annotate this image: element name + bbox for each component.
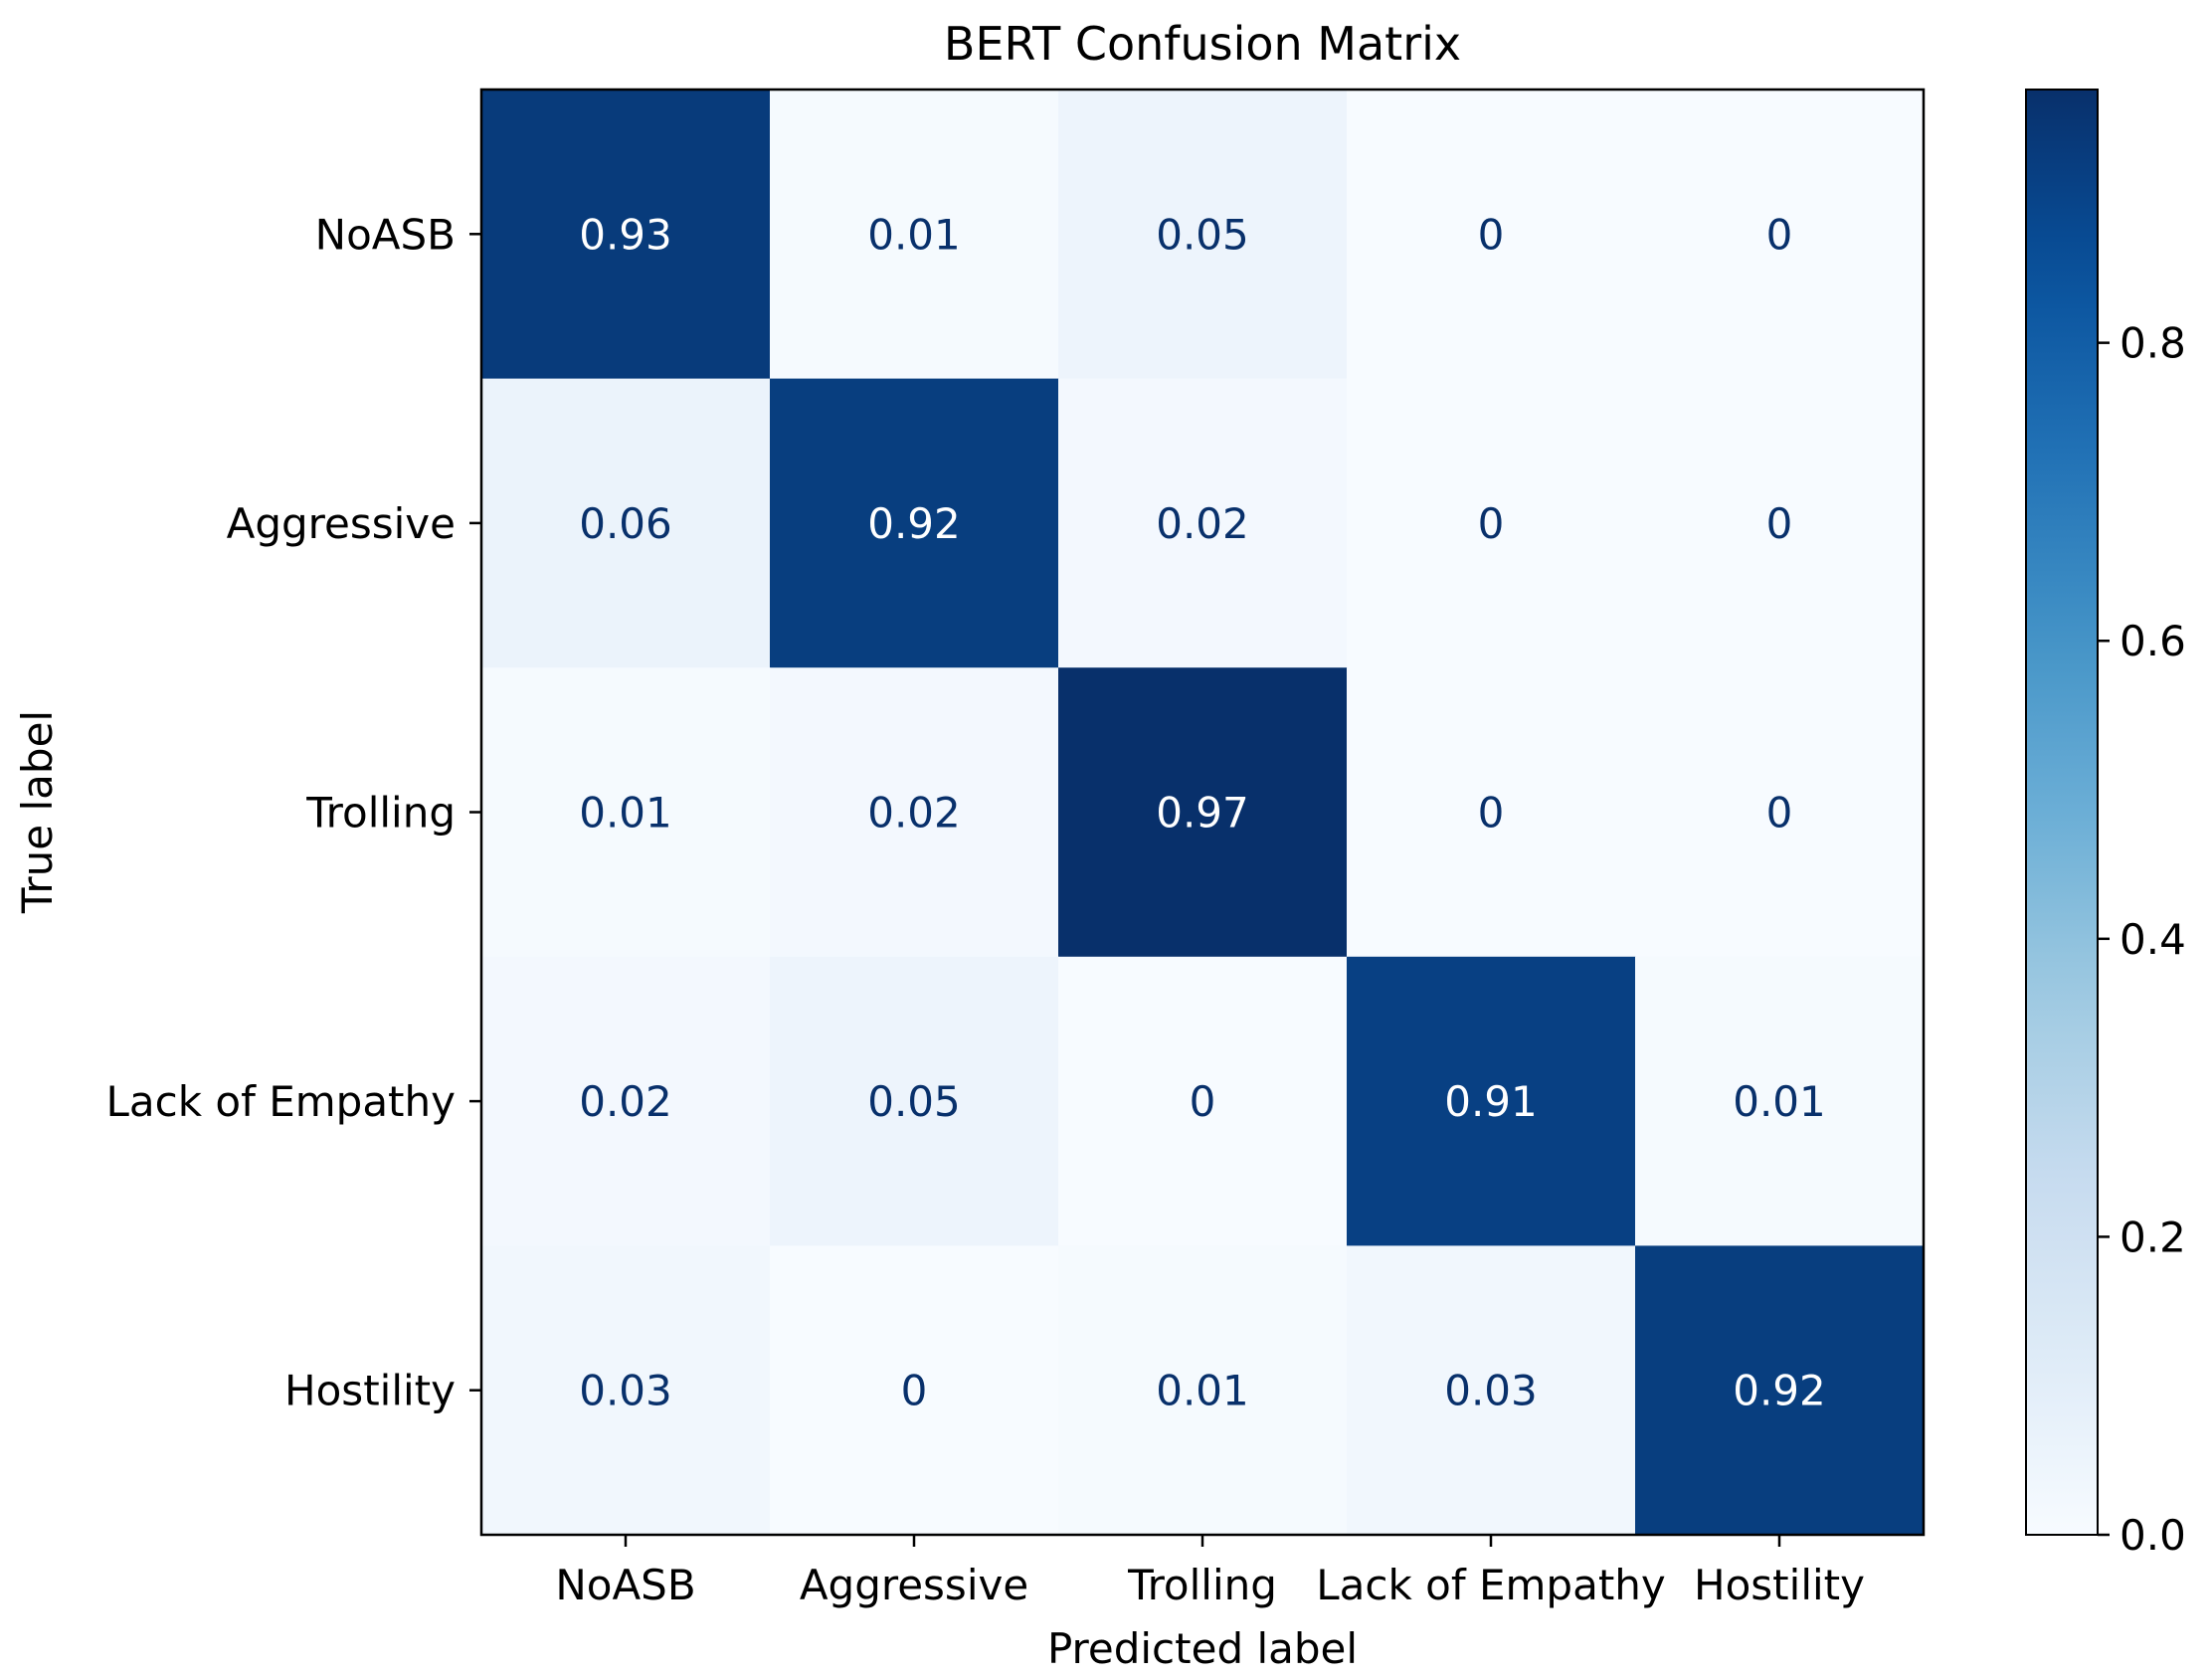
heatmap-cell: [1058, 667, 1348, 958]
cell-value-label: 0.92: [867, 499, 961, 548]
colorbar: [2025, 89, 2099, 1536]
cell-value-label: 0: [1766, 499, 1793, 548]
cell-value-labels: 0.93 0.01 0.05 0 0 0.06 0.92 0.02 0 0 0.01 0.02 0.97…: [579, 210, 1826, 1414]
cell-value-label: 0.91: [1444, 1077, 1538, 1126]
cell-value-label: 0: [1478, 789, 1505, 838]
x-tick-label: Hostility: [1694, 1561, 1865, 1609]
y-tick-label: Lack of Empathy: [105, 1077, 456, 1126]
heatmap-cell: [770, 378, 1059, 668]
cell-value-label: 0.02: [579, 1077, 672, 1126]
heatmap-cell: [1635, 378, 1925, 668]
heatmap-cell: [1635, 667, 1925, 958]
x-tick-label: NoASB: [555, 1561, 695, 1609]
cell-value-label: 0: [1478, 499, 1505, 548]
heatmap-cell: [1058, 1245, 1348, 1536]
x-tick-label: Trolling: [1127, 1561, 1277, 1609]
heatmap-cell: [481, 956, 771, 1246]
heatmap-cell: [481, 378, 771, 668]
x-tick-label: Lack of Empathy: [1316, 1561, 1666, 1609]
cell-value-label: 0.05: [867, 1077, 961, 1126]
y-tick-label: Trolling: [305, 789, 456, 838]
cell-value-label: 0: [1766, 210, 1793, 259]
cell-value-label: 0.93: [579, 210, 672, 259]
y-tick-label: NoASB: [315, 210, 456, 259]
heatmap-cell: [770, 956, 1059, 1246]
cell-value-label: 0.02: [867, 789, 961, 838]
heatmap-cell: [770, 90, 1059, 380]
cell-value-label: 0: [1766, 789, 1793, 838]
heatmap-cell: [1347, 1245, 1636, 1536]
heatmap-cell: [1347, 956, 1636, 1246]
chart-title: BERT Confusion Matrix: [944, 17, 1461, 71]
heatmap-cell: [1347, 378, 1636, 668]
heatmap-cells: [481, 90, 1925, 1536]
cell-value-label: 0.02: [1156, 499, 1249, 548]
heatmap-cell: [481, 90, 771, 380]
cell-value-label: 0.97: [1156, 789, 1249, 838]
x-axis-label: Predicted label: [1047, 1624, 1358, 1673]
cell-value-label: 0: [901, 1367, 928, 1415]
colorbar-tick-label: 0.0: [2119, 1511, 2186, 1560]
y-tick-label: Aggressive: [227, 499, 456, 548]
y-tick-label: Hostility: [284, 1367, 456, 1415]
heatmap-cell: [1635, 956, 1925, 1246]
x-axis-ticks: NoASB Aggressive Trolling Lack of Empathy Ho…: [555, 1535, 1865, 1609]
cell-value-label: 0.01: [1156, 1367, 1249, 1415]
heatmap-cell: [770, 667, 1059, 958]
colorbar-tick-label: 0.2: [2119, 1213, 2186, 1261]
heatmap-cell: [1635, 1245, 1925, 1536]
cell-value-label: 0.03: [1444, 1367, 1538, 1415]
cell-value-label: 0: [1478, 210, 1505, 259]
heatmap-cell: [1058, 90, 1348, 380]
colorbar-tick-label: 0.4: [2119, 915, 2186, 964]
heatmap-cell: [1058, 956, 1348, 1246]
cell-value-label: 0.05: [1156, 210, 1249, 259]
y-axis-label: True label: [13, 710, 62, 914]
heatmap-cell: [481, 667, 771, 958]
cell-value-label: 0: [1190, 1077, 1216, 1126]
heatmap-cell: [1347, 667, 1636, 958]
heatmap-cell: [770, 1245, 1059, 1536]
heatmap-cell: [1058, 378, 1348, 668]
y-axis-ticks: NoASB Aggressive Trolling Lack of Empathy Ho…: [105, 210, 481, 1415]
cell-value-label: 0.01: [867, 210, 961, 259]
cell-value-label: 0.03: [579, 1367, 672, 1415]
heatmap-cell: [1635, 90, 1925, 380]
heatmap-cell: [481, 1245, 771, 1536]
heatmap-cell: [1347, 90, 1636, 380]
colorbar-tick-label: 0.6: [2119, 617, 2186, 665]
cell-value-label: 0.01: [1733, 1077, 1826, 1126]
colorbar-tick-label: 0.8: [2119, 319, 2186, 368]
x-tick-label: Aggressive: [800, 1561, 1028, 1609]
colorbar-ticks: 0.0 0.2 0.4 0.6 0.8: [2098, 319, 2186, 1560]
cell-value-label: 0.06: [579, 499, 672, 548]
cell-value-label: 0.01: [579, 789, 672, 838]
cell-value-label: 0.92: [1733, 1367, 1826, 1415]
